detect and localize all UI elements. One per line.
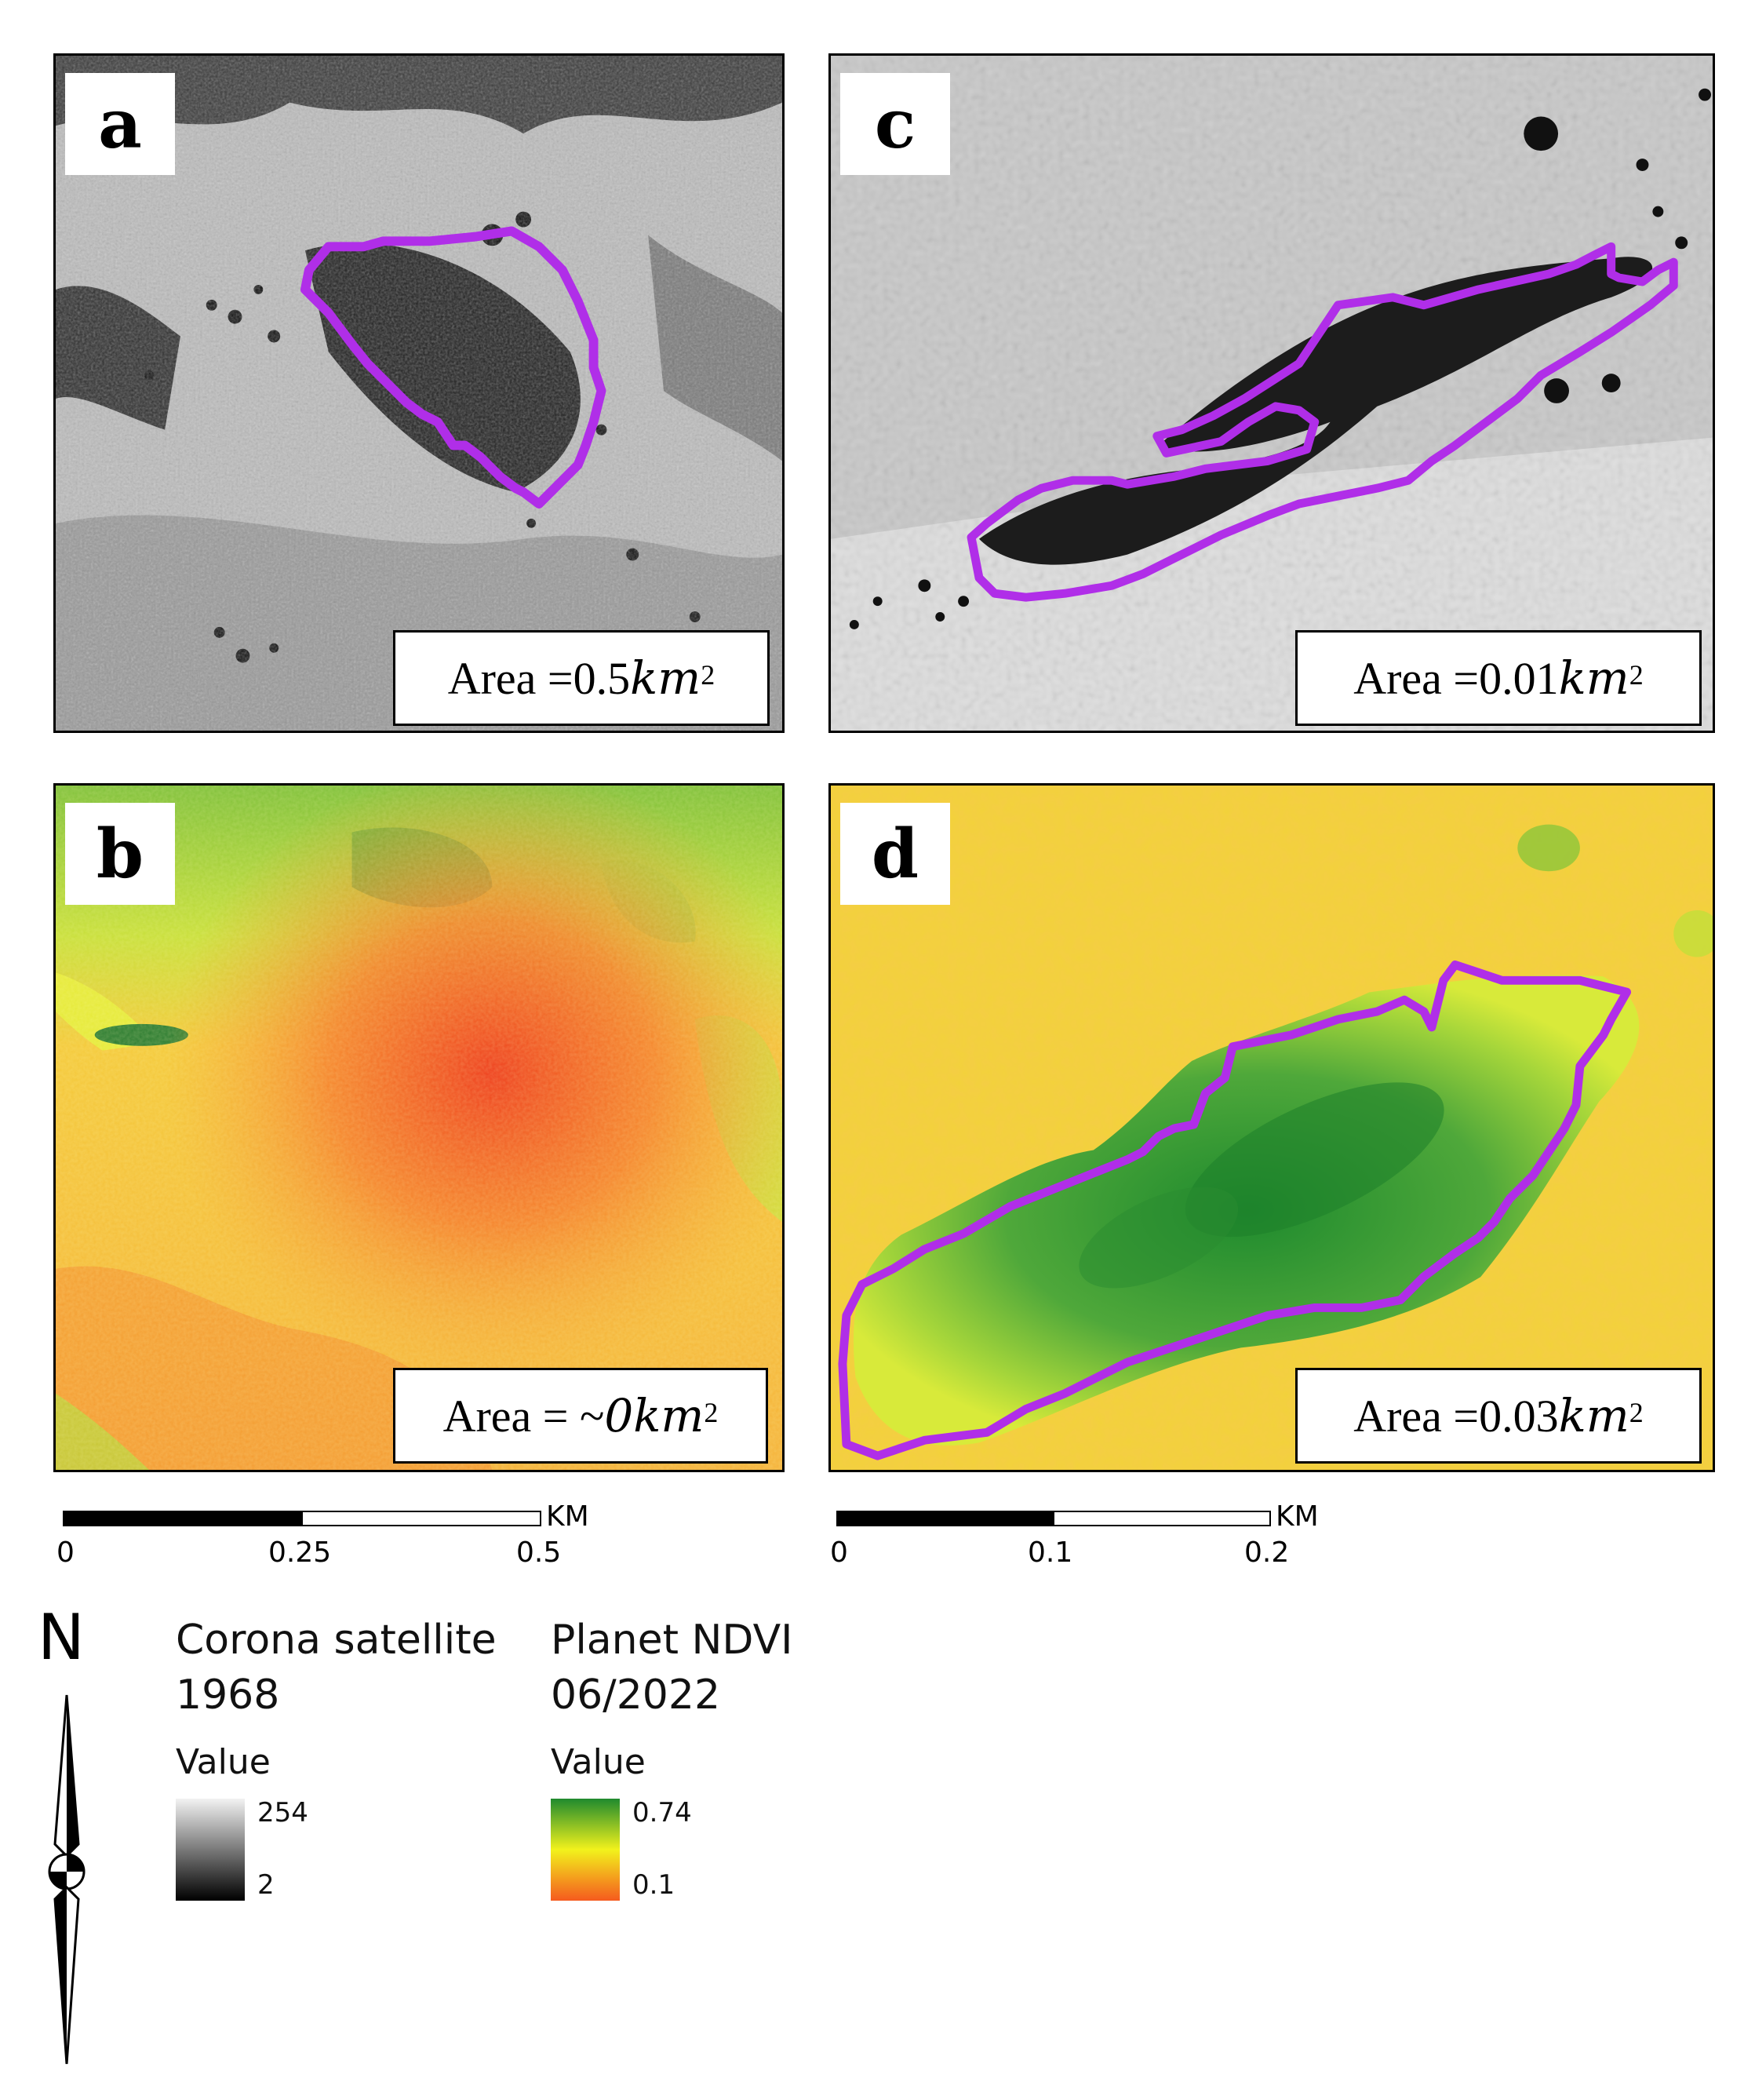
ndvi-image-d <box>831 786 1713 1470</box>
area-box-b: Area = ~0 km 2 <box>393 1368 768 1464</box>
north-arrow-icon <box>48 1694 86 2065</box>
ndvi-image-b <box>56 786 782 1470</box>
area-value: 0.5 <box>573 652 631 704</box>
scalebar-segment-white <box>1053 1511 1271 1526</box>
legend-ndvi-value-label: Value <box>551 1742 646 1782</box>
scalebar-segment-black <box>836 1511 1054 1526</box>
scalebar-unit: KM <box>546 1500 589 1533</box>
legend-corona-title-1: Corona satellite <box>176 1617 497 1664</box>
north-arrow: N <box>31 1601 102 2072</box>
scalebar-tick-2: 0.5 <box>516 1537 562 1569</box>
area-value: 0.01 <box>1479 652 1559 704</box>
area-box-c: Area = 0.01 km 2 <box>1295 630 1702 726</box>
scalebar-tick-1: 0.1 <box>1028 1537 1073 1569</box>
panel-label-b: b <box>65 803 175 905</box>
legend-corona-min: 2 <box>257 1869 275 1901</box>
area-unit: km <box>1558 1389 1629 1442</box>
area-exponent: 2 <box>704 1397 719 1428</box>
scalebar-unit: KM <box>1276 1500 1319 1533</box>
scalebar-tick-1: 0.25 <box>268 1537 332 1569</box>
north-label: N <box>38 1601 85 1674</box>
legend-ndvi-min: 0.1 <box>632 1869 675 1901</box>
map-panel-d: d Area = 0.03 km 2 <box>828 783 1715 1472</box>
area-unit: km <box>1558 651 1629 705</box>
legend-corona-title-2: 1968 <box>176 1672 280 1719</box>
area-unit: km <box>630 651 701 705</box>
area-value: 0.03 <box>1479 1390 1559 1442</box>
scalebar-tick-0: 0 <box>56 1537 75 1569</box>
scalebar-segment-white <box>301 1511 541 1526</box>
outline-polygon-a <box>300 226 606 509</box>
map-panel-b: b Area = ~0 km 2 <box>53 783 785 1472</box>
outline-polygon-d <box>838 960 1632 1460</box>
scalebar-right: KM 0 0.1 0.2 <box>830 1500 1385 1570</box>
corona-image-a <box>56 56 782 731</box>
corona-image-c <box>831 56 1713 731</box>
area-unit: km <box>633 1389 705 1442</box>
scalebar-left: KM 0 0.25 0.5 <box>56 1500 612 1570</box>
legend-ndvi-ramp <box>551 1799 620 1901</box>
area-exponent: 2 <box>1629 659 1644 691</box>
area-box-a: Area = 0.5 km 2 <box>393 630 770 726</box>
legend-corona-ramp <box>176 1799 245 1901</box>
legend-corona-value-label: Value <box>176 1742 271 1782</box>
area-prefix: Area = ~ <box>442 1390 605 1442</box>
scalebar-tick-2: 0.2 <box>1244 1537 1290 1569</box>
panel-label-a: a <box>65 73 175 175</box>
map-panel-c: c Area = 0.01 km 2 <box>828 53 1715 733</box>
legend-ndvi-title-1: Planet NDVI <box>551 1617 793 1664</box>
area-value: 0 <box>604 1389 634 1442</box>
legend-ndvi-max: 0.74 <box>632 1797 692 1828</box>
area-exponent: 2 <box>701 659 715 691</box>
legend-ndvi-title-2: 06/2022 <box>551 1672 721 1719</box>
area-exponent: 2 <box>1629 1397 1644 1428</box>
legend-corona-max: 254 <box>257 1797 308 1828</box>
area-prefix: Area = <box>1353 652 1480 704</box>
panel-label-c: c <box>840 73 950 175</box>
area-prefix: Area = <box>447 652 573 704</box>
area-prefix: Area = <box>1353 1390 1480 1442</box>
area-box-d: Area = 0.03 km 2 <box>1295 1368 1702 1464</box>
scalebar-segment-black <box>63 1511 303 1526</box>
outline-polygon-c <box>967 242 1678 602</box>
map-panel-a: a Area = 0.5 km 2 <box>53 53 785 733</box>
scalebar-tick-0: 0 <box>830 1537 848 1569</box>
panel-label-d: d <box>840 803 950 905</box>
